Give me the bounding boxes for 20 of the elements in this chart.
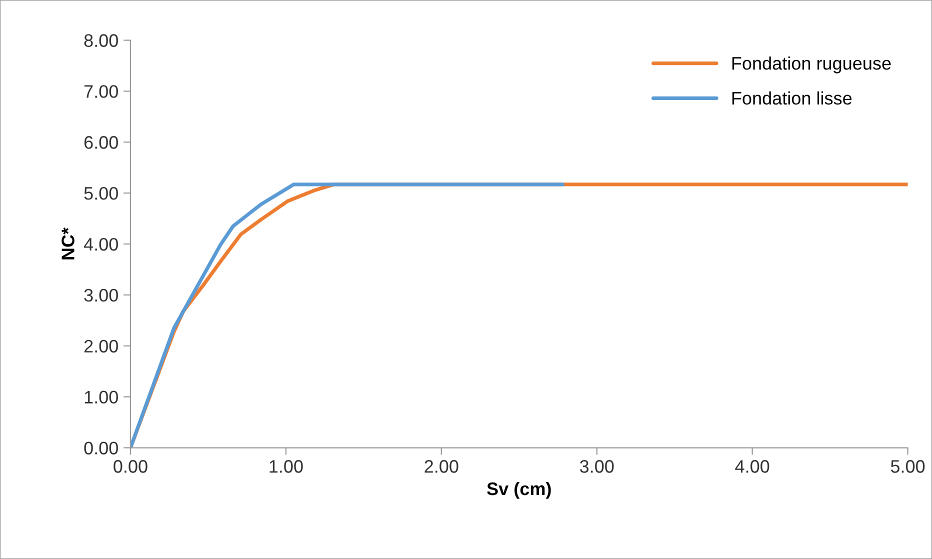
y-tick-label: 0.00 — [84, 442, 118, 454]
y-tick-label: 7.00 — [84, 85, 118, 98]
x-tick-label: 1.00 — [270, 460, 303, 473]
x-axis-title: Sv (cm) — [487, 482, 551, 499]
y-tick-label: 1.00 — [84, 390, 118, 404]
x-tick-label: 3.00 — [580, 460, 614, 473]
x-tick-label: 4.00 — [735, 460, 770, 473]
y-tick-label: 6.00 — [84, 136, 118, 149]
x-tick-label: 2.00 — [424, 460, 458, 473]
legend-label: Fondation lisse — [732, 91, 852, 105]
y-tick-label: 2.00 — [84, 340, 118, 353]
y-tick-label: 3.00 — [84, 288, 118, 302]
line-series — [130, 182, 564, 448]
y-tick-label: 4.00 — [84, 238, 118, 251]
y-tick-label: 5.00 — [84, 187, 118, 200]
y-tick-label: 8.00 — [84, 34, 118, 47]
x-tick-label: 5.00 — [890, 460, 925, 473]
x-tick-label: 0.00 — [114, 460, 148, 473]
legend-label: Fondation rugueuse — [732, 56, 891, 74]
y-axis-title: NC* — [62, 227, 74, 260]
